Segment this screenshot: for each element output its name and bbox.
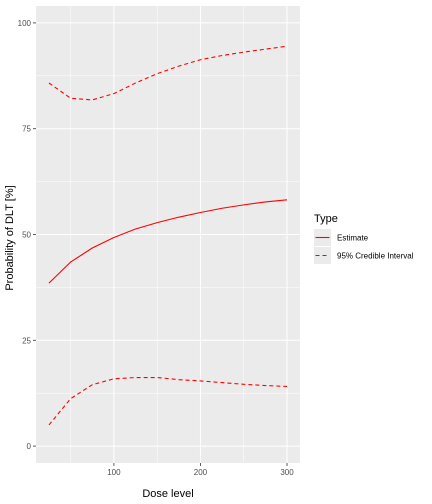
y-axis-title: Probability of DLT [%] [4, 185, 16, 290]
series-lines [48, 45, 288, 426]
legend-label: 95% Credible Interval [337, 252, 414, 261]
x-tick-label: 100 [107, 468, 121, 477]
grid [36, 6, 300, 463]
upper-credible-line [48, 45, 288, 101]
x-tick-label: 300 [280, 468, 294, 477]
legend-label: Estimate [337, 234, 369, 243]
legend-title: Type [314, 213, 338, 225]
y-tick-label: 50 [22, 231, 31, 240]
y-tick-label: 25 [22, 336, 31, 345]
legend: Type Estimate 95% Credible Interval [314, 213, 414, 264]
lower-credible-line [48, 376, 288, 426]
y-tick-label: 0 [27, 442, 32, 451]
y-tick-label: 100 [18, 19, 32, 28]
x-axis-title: Dose level [142, 488, 193, 500]
axis-ticks: 0 25 50 75 100 100 200 300 [18, 19, 295, 477]
y-tick-label: 75 [22, 125, 31, 134]
estimate-line [48, 199, 288, 284]
x-tick-label: 200 [194, 468, 208, 477]
